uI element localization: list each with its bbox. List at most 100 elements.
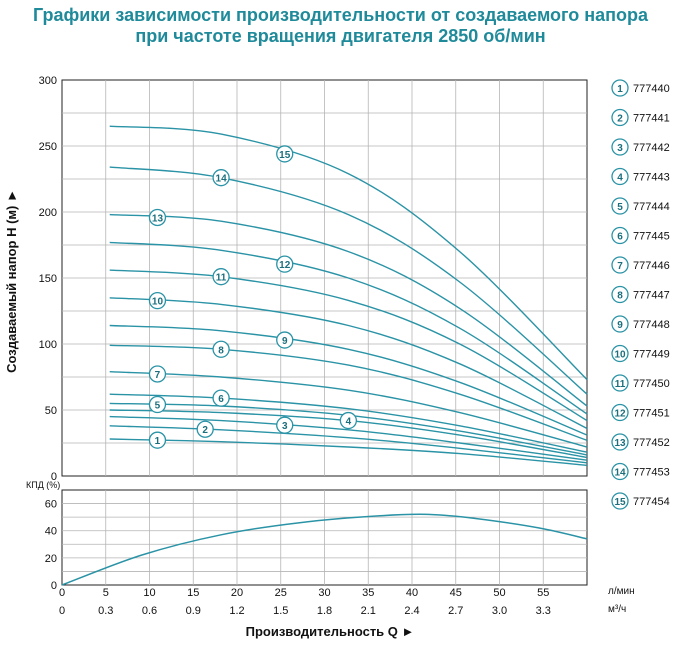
efficiency-y-tick-label: 0 bbox=[51, 580, 57, 592]
legend-item-777453: 14 777453 bbox=[611, 462, 670, 481]
curve-marker-label: 3 bbox=[282, 421, 288, 432]
legend-marker-number: 1 bbox=[617, 84, 623, 95]
curve-marker-4 bbox=[339, 411, 358, 430]
curve-marker-label: 7 bbox=[155, 370, 161, 381]
curve-marker-label: 4 bbox=[346, 417, 352, 428]
legend-item-777440: 1 777440 bbox=[611, 79, 670, 97]
legend-code: 777448 bbox=[633, 319, 670, 331]
x-tick-m3h: 3.0 bbox=[492, 605, 507, 617]
curve-marker-label: 11 bbox=[216, 273, 227, 284]
efficiency-y-tick-label: 40 bbox=[45, 526, 57, 538]
legend-item-777446: 7 777446 bbox=[611, 256, 670, 274]
curve-marker-13 bbox=[148, 208, 167, 227]
curve-marker-11 bbox=[212, 268, 230, 286]
efficiency-y-tick-label: 20 bbox=[45, 553, 57, 565]
legend-marker-number: 4 bbox=[617, 173, 623, 184]
efficiency-axis-label: КПД (%) bbox=[26, 480, 60, 490]
curve-marker-14 bbox=[212, 169, 230, 187]
legend-code: 777442 bbox=[633, 142, 670, 154]
curve-marker-1 bbox=[148, 431, 167, 449]
legend-code: 777443 bbox=[633, 172, 670, 184]
curve-marker-7 bbox=[148, 365, 167, 383]
curve-marker-label: 1 bbox=[155, 436, 161, 447]
head-y-tick-label: 250 bbox=[39, 141, 57, 153]
head-curve-11 bbox=[109, 269, 588, 422]
x-ticks-m3h: 0 0.3 0.6 0.9 1.2 1.5 1.8 2.1 2.4 2.7 3.0 3.3 bbox=[59, 605, 551, 617]
legend-code: 777440 bbox=[633, 83, 670, 95]
legend-marker bbox=[611, 315, 629, 333]
efficiency-y-ticks: 0 20 40 60 bbox=[45, 499, 57, 592]
legend-marker bbox=[611, 492, 629, 510]
legend-item-777454: 15 777454 bbox=[611, 492, 670, 510]
head-curve-9 bbox=[109, 324, 588, 436]
legend-code: 777451 bbox=[633, 408, 670, 420]
x-tick-lpm: 0 bbox=[59, 587, 65, 599]
legend-marker-number: 9 bbox=[617, 320, 623, 331]
legend-marker-number: 2 bbox=[617, 114, 623, 125]
head-y-ticks: 0 50 100 150 200 250 300 bbox=[39, 75, 57, 483]
x-tick-lpm: 25 bbox=[275, 587, 287, 599]
curve-marker-label: 2 bbox=[202, 425, 208, 436]
legend-code: 777445 bbox=[633, 231, 670, 243]
x-tick-m3h: 0.6 bbox=[142, 605, 157, 617]
x-tick-lpm: 40 bbox=[406, 587, 418, 599]
x-axis-label: Производительность Q ► bbox=[246, 624, 415, 639]
head-curve-10 bbox=[109, 297, 588, 430]
x-unit-m3h: м³/ч bbox=[608, 604, 626, 615]
curve-marker-label: 5 bbox=[155, 401, 161, 412]
curve-marker-5 bbox=[148, 395, 167, 414]
legend-marker-number: 5 bbox=[617, 202, 623, 213]
x-tick-lpm: 45 bbox=[450, 587, 462, 599]
legend-item-777449: 10 777449 bbox=[611, 344, 670, 363]
x-tick-m3h: 2.1 bbox=[361, 605, 376, 617]
legend: 1 777440 2 777441 3 777442 4 777443 5 777444 6 7774… bbox=[611, 79, 670, 510]
legend-code: 777450 bbox=[633, 378, 670, 390]
legend-code: 777447 bbox=[633, 290, 670, 302]
legend-code: 777453 bbox=[633, 467, 670, 479]
legend-item-777448: 9 777448 bbox=[611, 315, 670, 333]
curve-marker-label: 9 bbox=[282, 336, 288, 347]
legend-marker bbox=[611, 256, 629, 274]
curve-marker-15 bbox=[276, 145, 294, 163]
legend-item-777451: 12 777451 bbox=[611, 403, 670, 422]
legend-marker bbox=[611, 374, 629, 392]
curve-marker-8 bbox=[212, 340, 230, 358]
x-tick-m3h: 1.5 bbox=[273, 605, 288, 617]
legend-marker bbox=[611, 403, 629, 422]
legend-code: 777446 bbox=[633, 260, 670, 272]
legend-code: 777454 bbox=[633, 496, 670, 508]
x-tick-m3h: 3.3 bbox=[536, 605, 551, 617]
legend-marker-number: 14 bbox=[614, 468, 626, 479]
efficiency-plot-grid bbox=[61, 489, 588, 586]
legend-code: 777444 bbox=[633, 201, 670, 213]
x-tick-m3h: 2.4 bbox=[404, 605, 419, 617]
efficiency-line bbox=[61, 513, 588, 586]
efficiency-curve bbox=[61, 513, 588, 586]
curve-marker-3 bbox=[276, 416, 294, 434]
curve-marker-label: 15 bbox=[279, 150, 291, 161]
curve-marker-9 bbox=[276, 331, 294, 349]
head-curve-6 bbox=[109, 393, 588, 453]
head-y-tick-label: 300 bbox=[39, 75, 57, 87]
legend-marker-number: 12 bbox=[614, 409, 626, 420]
x-tick-lpm: 55 bbox=[537, 587, 549, 599]
curve-marker-6 bbox=[212, 389, 230, 407]
head-curve-8 bbox=[109, 344, 588, 442]
legend-code: 777452 bbox=[633, 437, 670, 449]
legend-marker bbox=[611, 79, 629, 97]
curve-marker-label: 6 bbox=[218, 394, 224, 405]
curve-marker-label: 14 bbox=[216, 174, 228, 185]
legend-marker bbox=[611, 344, 629, 363]
head-curve-13 bbox=[109, 213, 588, 407]
legend-item-777445: 6 777445 bbox=[611, 226, 670, 245]
head-y-tick-label: 200 bbox=[39, 207, 57, 219]
x-tick-m3h: 1.8 bbox=[317, 605, 332, 617]
x-tick-lpm: 5 bbox=[103, 587, 109, 599]
legend-marker bbox=[611, 108, 629, 127]
x-tick-lpm: 30 bbox=[318, 587, 330, 599]
x-ticks-lpm: 0 5 10 15 20 25 30 35 40 45 50 55 bbox=[59, 587, 549, 599]
x-tick-m3h: 0.9 bbox=[186, 605, 201, 617]
legend-marker bbox=[611, 462, 629, 481]
curve-marker-label: 13 bbox=[152, 213, 164, 224]
